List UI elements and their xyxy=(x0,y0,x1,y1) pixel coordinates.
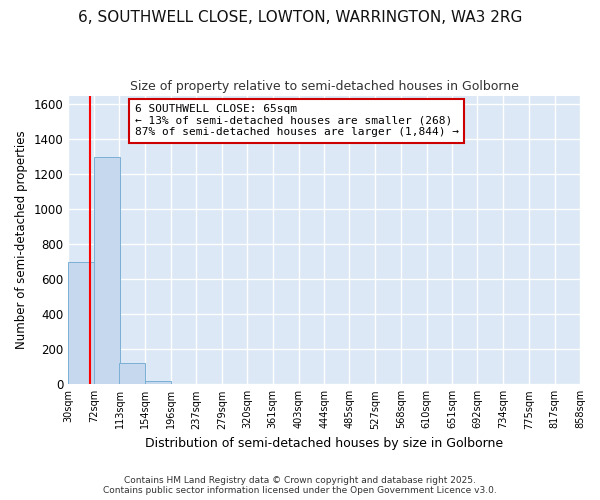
Text: Contains HM Land Registry data © Crown copyright and database right 2025.
Contai: Contains HM Land Registry data © Crown c… xyxy=(103,476,497,495)
Bar xyxy=(119,364,145,384)
Bar xyxy=(94,157,120,384)
Text: 6, SOUTHWELL CLOSE, LOWTON, WARRINGTON, WA3 2RG: 6, SOUTHWELL CLOSE, LOWTON, WARRINGTON, … xyxy=(78,10,522,25)
Title: Size of property relative to semi-detached houses in Golborne: Size of property relative to semi-detach… xyxy=(130,80,518,93)
X-axis label: Distribution of semi-detached houses by size in Golborne: Distribution of semi-detached houses by … xyxy=(145,437,503,450)
Bar xyxy=(145,381,171,384)
Bar xyxy=(68,262,94,384)
Text: 6 SOUTHWELL CLOSE: 65sqm
← 13% of semi-detached houses are smaller (268)
87% of : 6 SOUTHWELL CLOSE: 65sqm ← 13% of semi-d… xyxy=(135,104,459,138)
Y-axis label: Number of semi-detached properties: Number of semi-detached properties xyxy=(15,130,28,349)
